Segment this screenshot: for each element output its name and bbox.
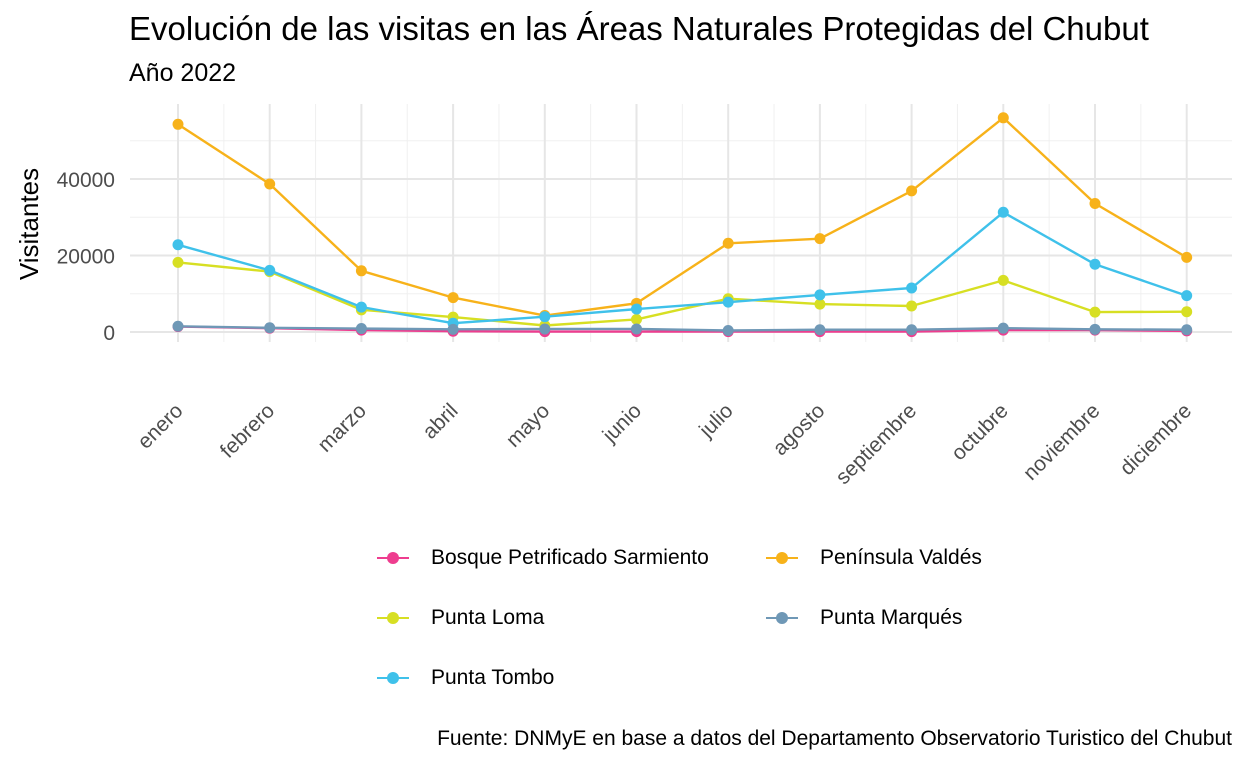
legend-key-punta-loma bbox=[375, 603, 411, 633]
x-tick-label-abril: abril bbox=[418, 399, 462, 443]
data-point-punta-tombo-mayo bbox=[539, 311, 551, 323]
data-point-punta-marques-octubre bbox=[997, 322, 1009, 334]
x-tick-label-julio: julio bbox=[694, 399, 737, 442]
series-line-punta-tombo bbox=[177, 211, 1188, 325]
data-point-punta-marques-febrero bbox=[264, 322, 276, 334]
legend-item-punta-marques: Punta Marqués bbox=[764, 603, 962, 633]
data-point-punta-marques-abril bbox=[447, 323, 459, 335]
x-tick-label-marzo: marzo bbox=[313, 399, 371, 457]
legend-item-bosque-petrificado-sarmiento: Bosque Petrificado Sarmiento bbox=[375, 543, 709, 573]
y-tick-label-2: 40000 bbox=[57, 169, 115, 192]
data-point-peninsula-valdes-agosto bbox=[814, 233, 826, 245]
data-point-punta-loma-junio bbox=[631, 313, 642, 325]
x-tick-label-septiembre: septiembre bbox=[831, 399, 921, 489]
data-point-punta-tombo-febrero bbox=[264, 264, 276, 276]
data-point-punta-loma-diciembre bbox=[1181, 306, 1193, 318]
chart-subtitle: Año 2022 bbox=[129, 59, 237, 87]
legend-key-punta-tombo bbox=[375, 663, 411, 693]
legend-label-punta-tombo: Punta Tombo bbox=[431, 666, 555, 689]
data-point-punta-marques-agosto bbox=[814, 324, 826, 336]
x-tick-label-diciembre: diciembre bbox=[1116, 399, 1197, 480]
data-point-punta-tombo-diciembre bbox=[1181, 290, 1193, 302]
data-point-punta-loma-noviembre bbox=[1089, 306, 1101, 318]
y-axis-label: Visitantes bbox=[14, 168, 44, 280]
data-point-punta-marques-junio bbox=[631, 323, 642, 335]
data-point-punta-loma-agosto bbox=[814, 298, 826, 310]
x-tick-label-noviembre: noviembre bbox=[1019, 399, 1105, 485]
source-caption: Fuente: DNMyE en base a datos del Depart… bbox=[437, 727, 1232, 750]
data-point-punta-marques-septiembre bbox=[906, 324, 918, 336]
data-point-punta-loma-septiembre bbox=[906, 300, 918, 312]
x-tick-label-agosto: agosto bbox=[769, 399, 830, 460]
data-point-punta-loma-octubre bbox=[997, 274, 1009, 286]
data-point-peninsula-valdes-marzo bbox=[355, 265, 367, 277]
data-point-peninsula-valdes-julio bbox=[722, 237, 734, 249]
legend-key-bosque-petrificado-sarmiento bbox=[375, 543, 411, 573]
data-point-peninsula-valdes-octubre bbox=[997, 112, 1009, 124]
legend-item-punta-loma: Punta Loma bbox=[375, 603, 544, 633]
data-point-punta-marques-enero bbox=[172, 320, 184, 332]
data-point-punta-tombo-julio bbox=[722, 296, 734, 308]
data-point-punta-tombo-enero bbox=[172, 239, 184, 251]
data-point-peninsula-valdes-febrero bbox=[264, 178, 276, 190]
data-point-punta-loma-enero bbox=[172, 256, 184, 268]
y-tick-label-0: 0 bbox=[103, 322, 115, 345]
chart-title: Evolución de las visitas en las Áreas Na… bbox=[129, 10, 1149, 47]
data-point-punta-tombo-septiembre bbox=[906, 282, 918, 294]
data-point-punta-tombo-agosto bbox=[814, 289, 826, 301]
x-tick-label-octubre: octubre bbox=[947, 399, 1013, 465]
legend-label-punta-marques: Punta Marqués bbox=[820, 606, 963, 629]
series-line-bosque-petrificado-sarmiento bbox=[177, 325, 1187, 333]
data-point-punta-tombo-noviembre bbox=[1089, 258, 1101, 270]
x-tick-label-mayo: mayo bbox=[502, 399, 555, 452]
legend-label-bosque-petrificado-sarmiento: Bosque Petrificado Sarmiento bbox=[431, 546, 709, 569]
data-point-punta-marques-noviembre bbox=[1089, 323, 1101, 335]
data-point-punta-tombo-marzo bbox=[355, 301, 367, 313]
data-point-punta-tombo-octubre bbox=[997, 206, 1009, 218]
series-line-peninsula-valdes bbox=[177, 116, 1188, 317]
data-point-peninsula-valdes-abril bbox=[447, 292, 459, 304]
series-line-punta-loma bbox=[177, 261, 1187, 327]
legend-label-peninsula-valdes: Península Valdés bbox=[820, 546, 982, 569]
data-point-peninsula-valdes-enero bbox=[172, 118, 184, 130]
data-point-peninsula-valdes-diciembre bbox=[1181, 251, 1193, 263]
y-tick-label-1: 20000 bbox=[57, 246, 115, 269]
legend-item-punta-tombo: Punta Tombo bbox=[375, 663, 554, 693]
legend-item-peninsula-valdes: Península Valdés bbox=[764, 543, 982, 573]
x-tick-label-junio: junio bbox=[598, 399, 646, 447]
legend-key-peninsula-valdes bbox=[764, 543, 800, 573]
data-point-peninsula-valdes-septiembre bbox=[906, 185, 918, 197]
series-line-punta-marques bbox=[177, 325, 1187, 332]
legend-key-punta-marques bbox=[764, 603, 800, 633]
legend-label-punta-loma: Punta Loma bbox=[431, 606, 545, 629]
data-point-punta-tombo-junio bbox=[631, 303, 642, 315]
data-point-punta-marques-marzo bbox=[355, 323, 367, 335]
data-point-peninsula-valdes-noviembre bbox=[1089, 197, 1101, 209]
data-point-punta-marques-diciembre bbox=[1181, 324, 1193, 336]
x-tick-label-febrero: febrero bbox=[216, 399, 279, 462]
x-tick-label-enero: enero bbox=[133, 399, 187, 453]
data-point-punta-marques-mayo bbox=[539, 323, 551, 335]
data-point-punta-marques-julio bbox=[722, 324, 734, 336]
